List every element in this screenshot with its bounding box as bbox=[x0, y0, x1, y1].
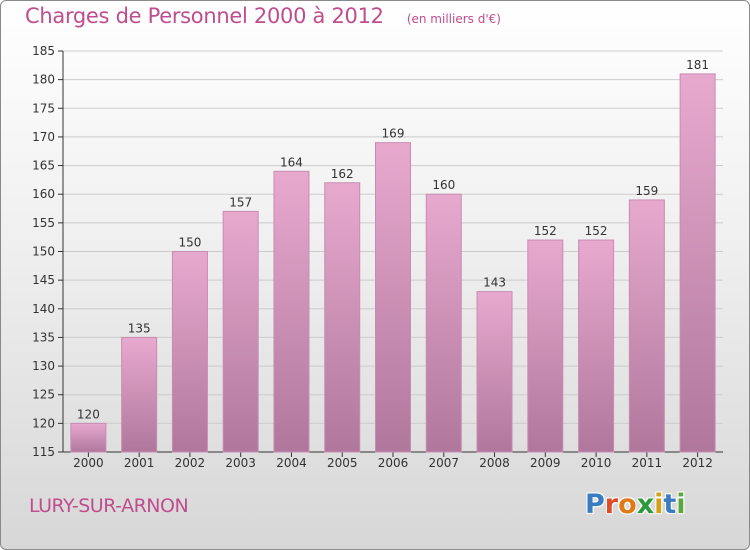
y-tick-label: 145 bbox=[32, 273, 55, 287]
bar-2005[interactable] bbox=[324, 182, 361, 453]
bar-2006[interactable] bbox=[375, 142, 411, 453]
x-tick-label: 2008 bbox=[479, 456, 510, 470]
x-tick-labels: 2000 2001 2002 2003 2004 2005 2006 2007 2008 2009… bbox=[73, 456, 713, 470]
x-tick-label: 2004 bbox=[276, 456, 307, 470]
y-tick-label: 175 bbox=[32, 101, 55, 115]
data-label: 120 bbox=[77, 407, 100, 421]
data-label: 160 bbox=[432, 178, 455, 192]
x-tick-label: 2005 bbox=[327, 456, 358, 470]
data-label: 169 bbox=[382, 127, 405, 141]
data-label: 181 bbox=[686, 58, 709, 72]
place-name: LURY-SUR-ARNON bbox=[29, 495, 189, 517]
y-tick-label: 115 bbox=[32, 445, 55, 459]
data-labels: 120 135 150 157 164 162 169 160 143 152 152 159 181 bbox=[77, 58, 709, 421]
x-tick-label: 2007 bbox=[428, 456, 459, 470]
logo-letter: x bbox=[636, 489, 655, 520]
chart-subtitle: (en milliers d'€) bbox=[406, 12, 501, 26]
bar-2011[interactable] bbox=[628, 199, 665, 453]
data-label: 152 bbox=[585, 224, 608, 238]
logo-letter: r bbox=[604, 489, 619, 520]
x-tick-label: 2001 bbox=[124, 456, 155, 470]
x-tick-label: 2009 bbox=[530, 456, 561, 470]
data-label: 162 bbox=[331, 167, 354, 181]
chart-title: Charges de Personnel 2000 à 2012 bbox=[25, 4, 384, 28]
title-line: Charges de Personnel 2000 à 2012 (en mil… bbox=[25, 4, 501, 28]
x-tick-label: 2010 bbox=[581, 456, 612, 470]
y-tick-label: 160 bbox=[32, 187, 55, 201]
x-tick-label: 2002 bbox=[175, 456, 206, 470]
y-tick-label: 135 bbox=[32, 330, 55, 344]
y-tick-label: 185 bbox=[32, 44, 55, 58]
data-label: 143 bbox=[483, 276, 506, 290]
y-tick-label: 125 bbox=[32, 388, 55, 402]
x-tick-label: 2003 bbox=[225, 456, 256, 470]
x-tick-label: 2012 bbox=[682, 456, 713, 470]
bar-2012[interactable] bbox=[679, 73, 716, 453]
logo-letter: i bbox=[654, 489, 664, 520]
data-label: 150 bbox=[178, 236, 201, 250]
y-tick-label: 180 bbox=[32, 73, 55, 87]
bar-2007[interactable] bbox=[425, 193, 462, 453]
bar-2008[interactable] bbox=[476, 291, 513, 453]
x-tick-label: 2000 bbox=[73, 456, 104, 470]
bar-2001[interactable] bbox=[121, 336, 158, 453]
data-label: 164 bbox=[280, 155, 303, 169]
logo-letter: t bbox=[663, 489, 677, 520]
bar-2004[interactable] bbox=[273, 170, 310, 453]
y-tick-label: 130 bbox=[32, 359, 55, 373]
y-tick-label: 155 bbox=[32, 216, 55, 230]
y-tick-labels: 115 120 125 130 135 140 145 150 155 160 165 170 175 1… bbox=[32, 44, 55, 459]
bar-2002[interactable] bbox=[171, 251, 208, 453]
bar-2009[interactable] bbox=[527, 239, 564, 453]
y-tick-label: 165 bbox=[32, 159, 55, 173]
logo-letter: i bbox=[676, 489, 686, 520]
data-label: 135 bbox=[128, 321, 151, 335]
data-label: 159 bbox=[635, 184, 658, 198]
bars bbox=[70, 73, 716, 453]
y-tick-label: 140 bbox=[32, 302, 55, 316]
y-tick-label: 150 bbox=[32, 245, 55, 259]
y-tick-label: 170 bbox=[32, 130, 55, 144]
logo-letter: o bbox=[618, 489, 637, 520]
x-tick-label: 2006 bbox=[378, 456, 409, 470]
x-tick-label: 2011 bbox=[632, 456, 663, 470]
bar-2003[interactable] bbox=[222, 210, 259, 453]
proxiti-logo[interactable]: Proxiti bbox=[585, 489, 686, 520]
data-label: 157 bbox=[229, 195, 252, 209]
bar-2010[interactable] bbox=[578, 239, 615, 453]
y-tick-label: 120 bbox=[32, 416, 55, 430]
data-label: 152 bbox=[534, 224, 557, 238]
bar-2000[interactable] bbox=[70, 422, 107, 453]
logo-letter: P bbox=[585, 489, 605, 520]
